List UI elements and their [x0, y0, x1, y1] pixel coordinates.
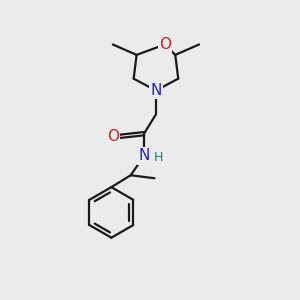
Text: N: N [150, 83, 162, 98]
Text: O: O [159, 37, 171, 52]
Text: H: H [154, 151, 163, 164]
Text: N: N [138, 148, 150, 164]
Text: O: O [107, 128, 119, 143]
